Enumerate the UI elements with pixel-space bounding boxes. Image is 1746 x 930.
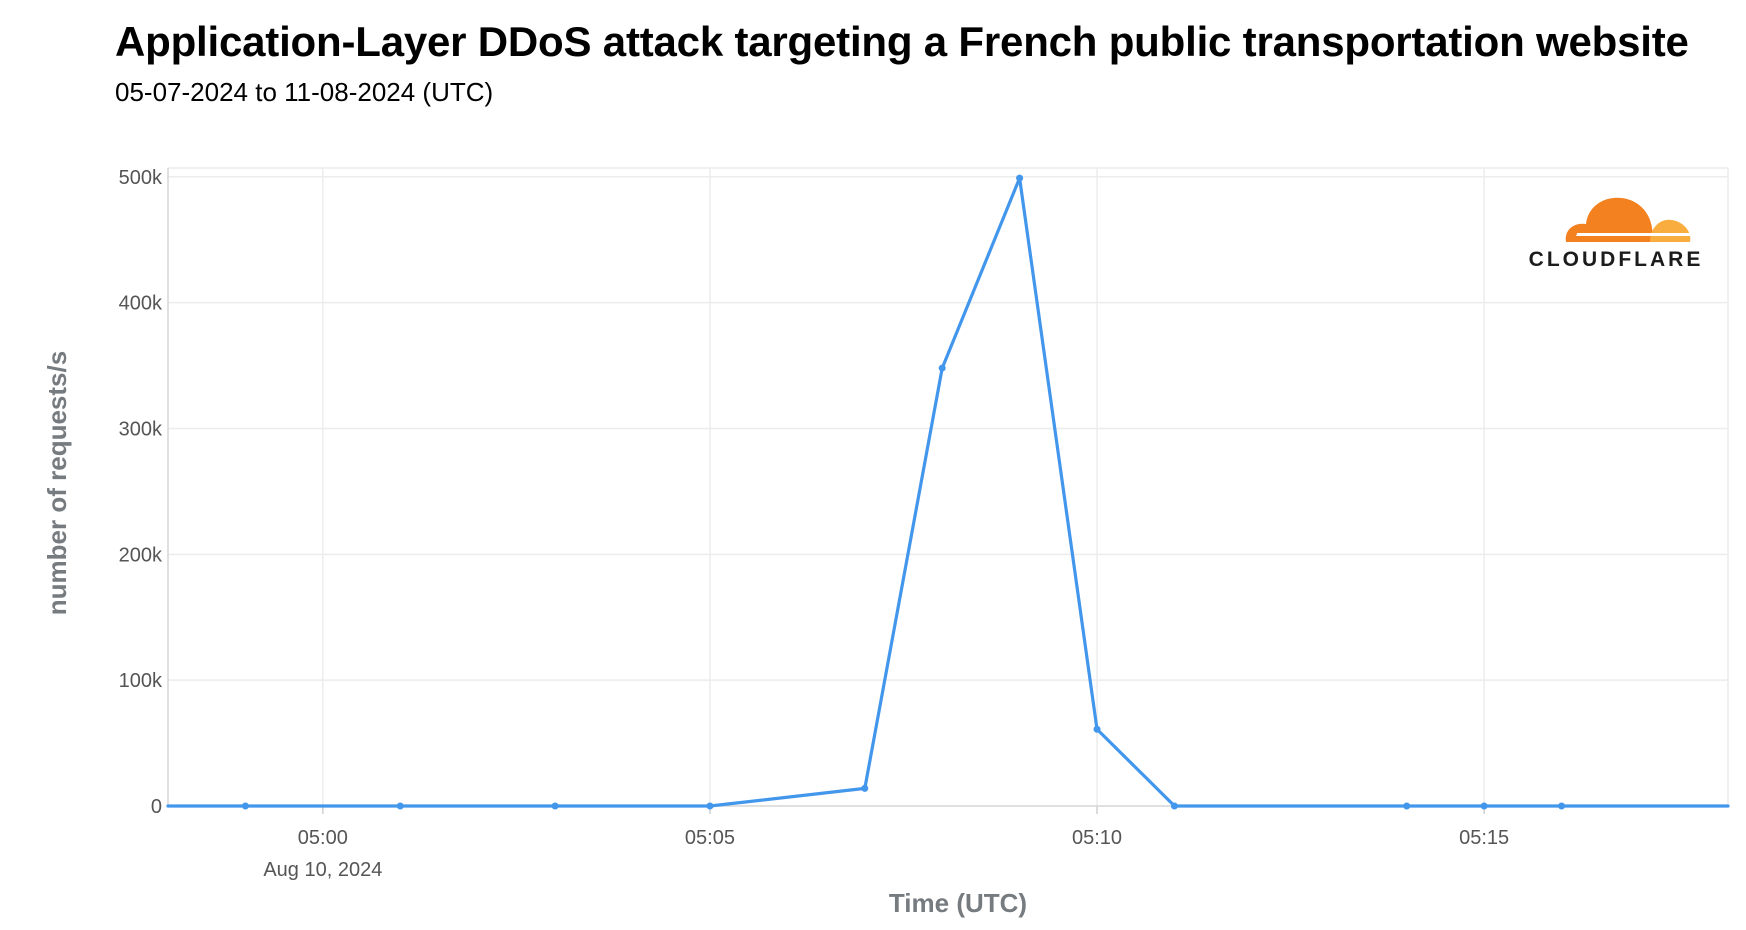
data-point (241, 802, 249, 810)
data-point (1170, 802, 1178, 810)
y-tick-label: 400k (119, 293, 163, 315)
y-tick-label: 100k (119, 670, 163, 692)
data-point (706, 802, 714, 810)
grid-lines (168, 167, 1729, 806)
y-axis-title: number of requests/s (42, 351, 72, 615)
data-point (1093, 725, 1101, 733)
cloudflare-wordmark: CLOUDFLARE (1529, 248, 1704, 271)
y-tick-label: 200k (119, 544, 163, 566)
data-point (938, 364, 946, 372)
chart-subtitle: 05-07-2024 to 11-08-2024 (UTC) (115, 77, 494, 107)
chart-title: Application-Layer DDoS attack targeting … (115, 18, 1689, 65)
series-line (166, 176, 1730, 808)
y-tick-label: 500k (119, 167, 163, 189)
x-tick-label: 05:05 (685, 827, 735, 849)
x-tick-label: 05:15 (1459, 827, 1509, 849)
cloudflare-logo: CLOUDFLARE (1529, 197, 1704, 271)
x-tick-label: 05:10 (1072, 827, 1122, 849)
data-point (1480, 802, 1488, 810)
series-layer (166, 174, 1730, 810)
y-tick-label: 0 (151, 796, 162, 818)
data-point (551, 802, 559, 810)
data-point (1558, 802, 1566, 810)
tick-labels: 0 100k 200k 300k 400k 500k 05:00 05:05 05:10 05:1… (119, 167, 1510, 881)
y-tick-label: 300k (119, 418, 163, 440)
cloud-icon (1565, 197, 1696, 242)
data-point (396, 802, 404, 810)
data-point (1403, 802, 1411, 810)
x-axis-title: Time (UTC) (889, 888, 1027, 918)
data-point (861, 784, 869, 792)
data-point (1016, 174, 1024, 182)
axes (167, 168, 1728, 814)
x-tick-label: 05:00 (298, 827, 348, 849)
x-date-label: Aug 10, 2024 (263, 859, 382, 881)
